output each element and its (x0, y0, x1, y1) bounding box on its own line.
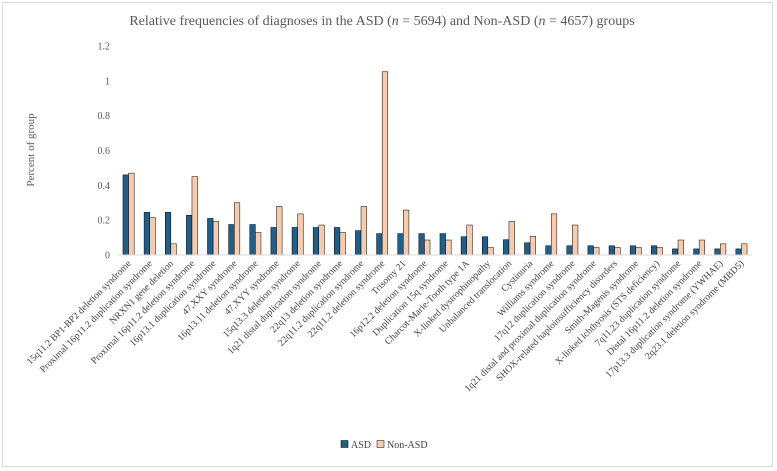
bar-non-asd (720, 243, 727, 256)
bar-non-asd (529, 236, 536, 256)
bar-asd (608, 245, 615, 256)
bar-non-asd (635, 247, 642, 256)
bar-non-asd (741, 243, 748, 256)
bar-asd (693, 248, 700, 256)
bar-non-asd (381, 71, 389, 256)
bar-asd (714, 248, 721, 256)
chart-title: Relative frequencies of diagnoses in the… (129, 14, 634, 29)
bar-non-asd (677, 239, 684, 256)
bar-non-asd (339, 232, 346, 256)
bar-non-asd (255, 232, 262, 256)
bar-non-asd (360, 206, 367, 256)
legend-swatch-non-asd (376, 440, 385, 448)
bar-asd (376, 233, 383, 256)
bar-asd (629, 245, 637, 256)
title-part-5: = 4657) groups (545, 14, 634, 29)
y-tick-label: 0 (105, 251, 110, 262)
bar-non-asd (572, 224, 579, 256)
bar-non-asd (149, 217, 156, 256)
bar-asd (587, 245, 594, 256)
bar-non-asd (233, 202, 241, 256)
bar-asd (566, 245, 573, 256)
bar-asd (164, 212, 172, 256)
legend-swatch-asd (340, 440, 349, 448)
bar-non-asd (191, 176, 198, 256)
bar-asd (397, 233, 404, 256)
bar-asd (524, 242, 531, 256)
y-axis-title: Percent of group (25, 113, 37, 187)
bar-asd (334, 227, 341, 256)
bar-asd (270, 227, 277, 256)
bar-non-asd (276, 206, 283, 256)
y-tick-label: 0.8 (98, 111, 111, 122)
bar-non-asd (297, 213, 304, 256)
y-tick-label: 0.2 (98, 216, 111, 227)
bar-asd (439, 233, 446, 256)
title-part-1: Relative frequencies of diagnoses in the… (129, 14, 392, 29)
y-tick-label: 0.4 (98, 181, 111, 192)
legend-label-asd: ASD (351, 440, 371, 451)
bar-asd (355, 230, 362, 256)
bar-non-asd (550, 213, 558, 256)
title-part-3: = 5694) and Non-ASD ( (399, 14, 539, 29)
y-tick-label: 0.6 (98, 146, 111, 157)
bar-non-asd (318, 224, 325, 256)
bar-asd (122, 174, 129, 256)
bar-non-asd (614, 247, 621, 256)
bar-non-asd (403, 209, 410, 256)
bar-asd (460, 236, 467, 256)
title-part-2: n (392, 14, 399, 29)
bar-asd (481, 236, 489, 256)
bar-asd (228, 224, 235, 256)
bar-asd (249, 224, 256, 256)
bar-asd (735, 248, 742, 256)
bar-non-asd (445, 239, 452, 256)
bar-asd (672, 248, 679, 256)
bar-non-asd (487, 247, 494, 256)
bar-asd (651, 245, 658, 256)
bar-asd (545, 245, 552, 256)
y-tick-label: 1.2 (98, 42, 111, 53)
bar-asd (312, 227, 320, 256)
legend: ASD Non-ASD (340, 440, 428, 451)
bar-asd (207, 218, 214, 256)
bar-non-asd (656, 247, 663, 256)
bar-asd (143, 212, 150, 256)
bar-asd (186, 215, 193, 256)
bar-asd (503, 239, 510, 256)
bar-non-asd (170, 243, 177, 256)
bar-non-asd (508, 221, 515, 256)
title-part-4: n (538, 14, 545, 29)
legend-label-non-asd: Non-ASD (387, 440, 428, 451)
bar-non-asd (466, 224, 473, 256)
bar-asd (418, 233, 425, 256)
bar-non-asd (128, 172, 135, 256)
bar-asd (291, 227, 298, 256)
bar-non-asd (593, 247, 600, 256)
bar-non-asd (424, 239, 431, 256)
bar-non-asd (212, 221, 219, 256)
bar-non-asd (698, 239, 706, 256)
y-tick-label: 1 (105, 76, 110, 87)
